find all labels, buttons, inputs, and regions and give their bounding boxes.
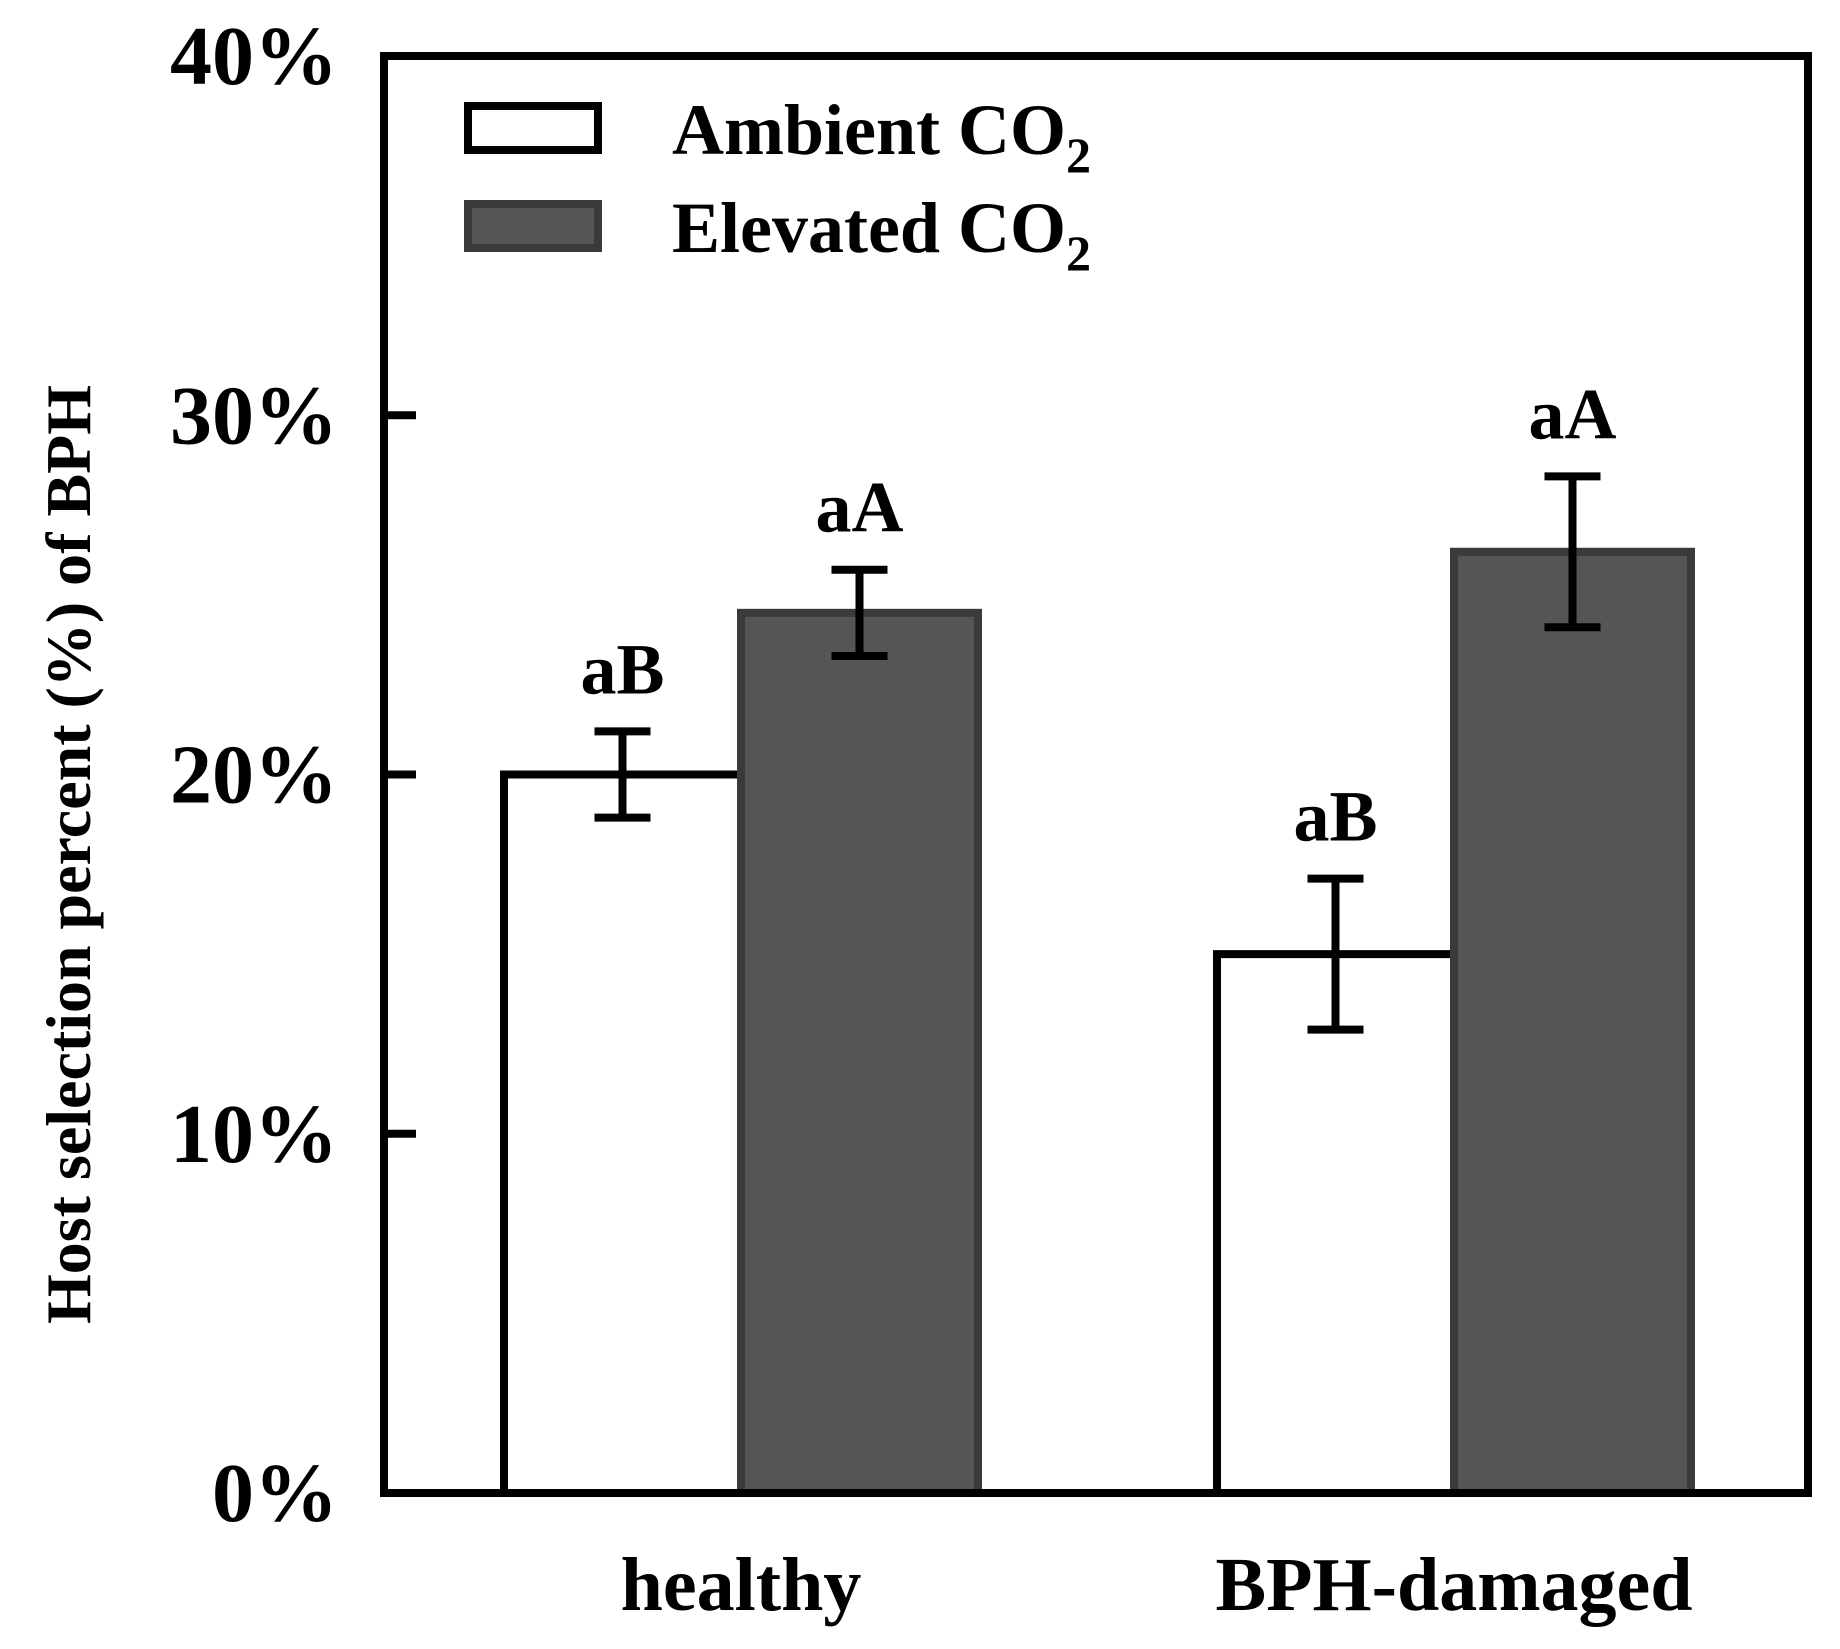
y-tick-label: 20%	[170, 729, 338, 822]
y-tick-label: 0%	[212, 1447, 338, 1540]
legend-swatch-elevated	[464, 200, 602, 252]
significance-label: aB	[1293, 777, 1377, 857]
y-tick-label: 30%	[170, 369, 338, 462]
significance-label: aA	[816, 468, 904, 548]
bar-elevated-bph-damaged	[1450, 547, 1695, 1497]
significance-label: aA	[1529, 374, 1617, 454]
legend-label-subscript: 2	[1066, 127, 1091, 183]
significance-labels: aB aA aB aA	[580, 374, 1616, 856]
x-axis-category-labels: healthy BPH-damaged	[621, 1543, 1693, 1627]
legend-label-subscript: 2	[1066, 225, 1091, 281]
legend-label-ambient: Ambient CO2	[672, 90, 1091, 183]
bar-ambient-healthy	[500, 770, 745, 1497]
y-axis-ticks: 0% 10% 20% 30% 40%	[170, 10, 416, 1540]
legend-swatch-ambient	[464, 102, 602, 154]
x-category-label: BPH-damaged	[1215, 1543, 1692, 1627]
bar-ambient-bph-damaged	[1213, 950, 1458, 1497]
y-axis-title: Host selection percent (%) of BPH	[33, 385, 104, 1324]
x-category-label: healthy	[621, 1543, 862, 1627]
legend-label-text: Ambient CO	[672, 90, 1066, 170]
y-axis-title-group: Host selection percent (%) of BPH	[33, 385, 104, 1324]
y-tick-label: 10%	[170, 1088, 338, 1181]
bar-elevated-healthy	[737, 608, 982, 1497]
y-tick-label: 40%	[170, 10, 338, 103]
bars	[500, 547, 1695, 1497]
legend-label-text: Elevated CO	[672, 188, 1066, 268]
legend-label-elevated: Elevated CO2	[672, 188, 1091, 281]
significance-label: aB	[580, 629, 664, 709]
error-bars	[594, 472, 1601, 1034]
plot-frame	[380, 52, 1812, 1497]
